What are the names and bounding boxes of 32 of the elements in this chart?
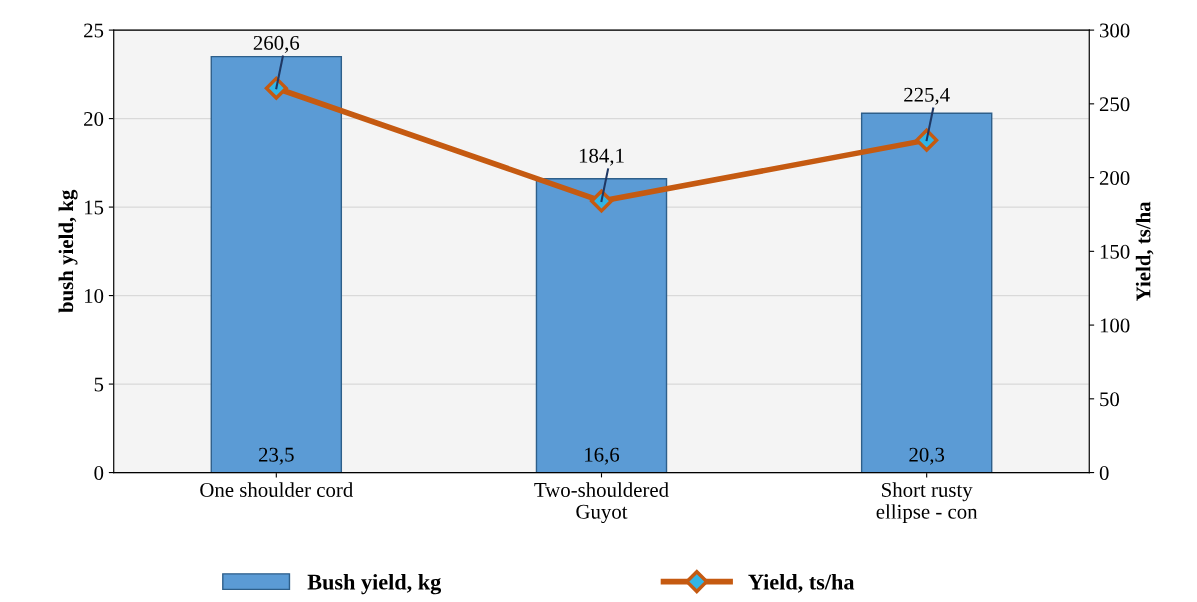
y-tick-label: 25 (84, 23, 104, 38)
point (264, 76, 288, 100)
point (589, 189, 614, 213)
x-tick-label: One shoulder cord (200, 482, 353, 497)
y2-tick-label: 250 (1099, 97, 1130, 112)
x-tick-label: Two-shouldered Guyot (534, 482, 669, 524)
bar (535, 178, 668, 473)
data-label: 16,6 (585, 447, 620, 465)
y-tick-label: 10 (84, 288, 104, 304)
y-tick-label: 15 (84, 200, 104, 215)
y2-tick-label: 0 (1099, 465, 1109, 480)
y-tick-label: 0 (94, 465, 104, 480)
data-label: 20,3 (909, 447, 945, 465)
legend-label: Yield, ts/ha (748, 573, 855, 593)
y-tick-label: 20 (84, 111, 104, 127)
data-label: 260,6 (253, 35, 300, 53)
y2-axis-title: Yield, ts/ha (1135, 201, 1154, 301)
y-axis-title: bush yield, kg (58, 189, 78, 313)
bar (860, 112, 993, 473)
y2-tick-label: 150 (1100, 244, 1130, 259)
y2-tick-label: 50 (1100, 392, 1120, 407)
y2-tick-label: 200 (1099, 170, 1130, 186)
y2-tick-label: 100 (1100, 318, 1130, 333)
data-label: 225,4 (904, 87, 950, 105)
y-tick-label: 5 (94, 377, 104, 392)
legend-label: Bush yield, kg (307, 573, 442, 595)
data-label: 184,1 (579, 148, 624, 166)
y2-tick-label: 300 (1099, 23, 1130, 38)
x-tick-label: Short rusty ellipse - con (876, 482, 978, 524)
bar (210, 55, 343, 473)
point (915, 128, 939, 152)
data-label: 23,5 (258, 447, 294, 465)
